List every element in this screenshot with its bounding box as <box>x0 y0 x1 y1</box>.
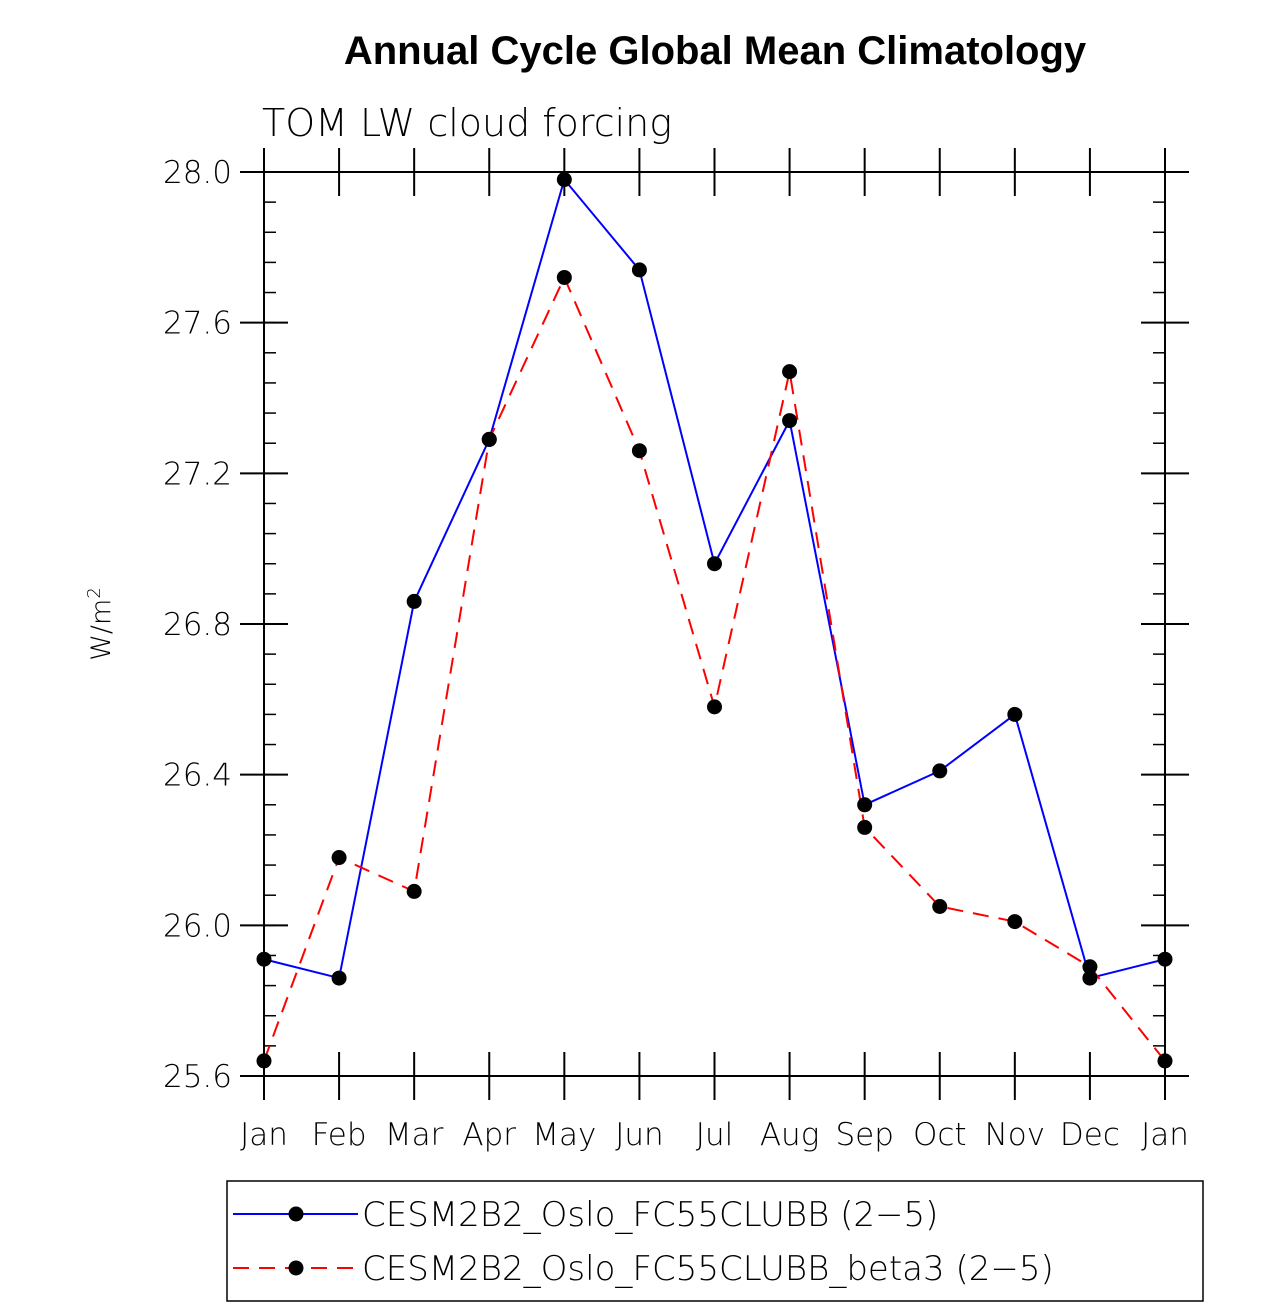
x-tick-label: May <box>532 1117 596 1153</box>
legend-box <box>226 1180 1204 1302</box>
y-tick-label: 27.6 <box>163 306 232 342</box>
series-2-point <box>707 699 722 715</box>
series-1-point <box>631 262 647 278</box>
series-2-point <box>631 443 647 459</box>
y-tick-label: 26.8 <box>163 607 232 643</box>
legend-marker-2 <box>288 1260 304 1276</box>
data-markers <box>256 172 1173 1069</box>
x-tick-label: Apr <box>462 1117 516 1153</box>
y-tick-label: 28.0 <box>163 155 232 191</box>
plot-frame <box>263 171 1166 1077</box>
x-tick-label: Aug <box>760 1117 819 1153</box>
x-tick-label: Mar <box>385 1117 444 1153</box>
series-line-1 <box>263 177 1166 980</box>
y-axis-label: W/m2 <box>84 587 117 661</box>
x-tick-label: Jul <box>696 1117 733 1153</box>
y-tick-label: 26.0 <box>163 908 232 944</box>
series-lines <box>263 177 1166 1062</box>
x-tick-label: Jan <box>1141 1117 1189 1153</box>
series-1-point <box>932 763 948 779</box>
series-1-point <box>857 797 873 813</box>
y-tick-labels: 25.6 26.0 26.4 26.8 27.2 27.6 28.0 <box>163 155 232 1095</box>
chart-subtitle: TOM LW cloud forcing <box>262 101 672 145</box>
series-1-point <box>1007 706 1023 722</box>
series-2-point <box>331 850 347 866</box>
series-2-point <box>1082 959 1098 975</box>
series-1-point <box>406 593 422 609</box>
x-tick-label: Jan <box>240 1117 288 1153</box>
series-2-point <box>782 364 798 380</box>
series-1-point <box>331 970 347 986</box>
legend: CESM2B2_Oslo_FC55CLUBB (2−5) CESM2B2_Oslo… <box>226 1180 1204 1302</box>
y-tick-label: 26.4 <box>163 758 232 794</box>
x-tick-label: Nov <box>985 1117 1046 1153</box>
series-2-point <box>406 883 422 899</box>
y-tick-label: 27.2 <box>163 456 232 492</box>
y-axis-label-text: W/m <box>86 599 117 661</box>
axis-ticks <box>240 148 1189 1100</box>
series-1-point <box>556 172 572 188</box>
x-tick-label: Feb <box>312 1117 367 1153</box>
series-1-point <box>707 556 722 572</box>
y-axis-label-superscript: 2 <box>84 587 105 598</box>
y-tick-label: 25.6 <box>163 1059 232 1095</box>
legend-marker-1 <box>288 1206 304 1222</box>
legend-label-2: CESM2B2_Oslo_FC55CLUBB_beta3 (2−5) <box>362 1249 1054 1289</box>
chart-title: Annual Cycle Global Mean Climatology <box>344 29 1087 73</box>
series-2-point <box>1007 914 1023 930</box>
legend-label-1: CESM2B2_Oslo_FC55CLUBB (2−5) <box>362 1195 938 1235</box>
series-line-2 <box>263 275 1166 1062</box>
x-tick-label: Sep <box>835 1117 893 1153</box>
series-2-point <box>857 819 873 835</box>
x-tick-label: Jun <box>615 1117 663 1153</box>
series-2-point <box>932 899 948 914</box>
x-tick-label: Oct <box>913 1117 967 1153</box>
series-1-point <box>1082 970 1098 986</box>
series-1-point <box>782 413 798 429</box>
x-tick-label: Dec <box>1060 1117 1120 1153</box>
x-tick-labels: Jan Feb Mar Apr May Jun Jul Aug Sep Oct Nov Dec Jan <box>240 1117 1189 1153</box>
series-2-point <box>556 269 572 285</box>
series-2-point <box>481 431 497 447</box>
